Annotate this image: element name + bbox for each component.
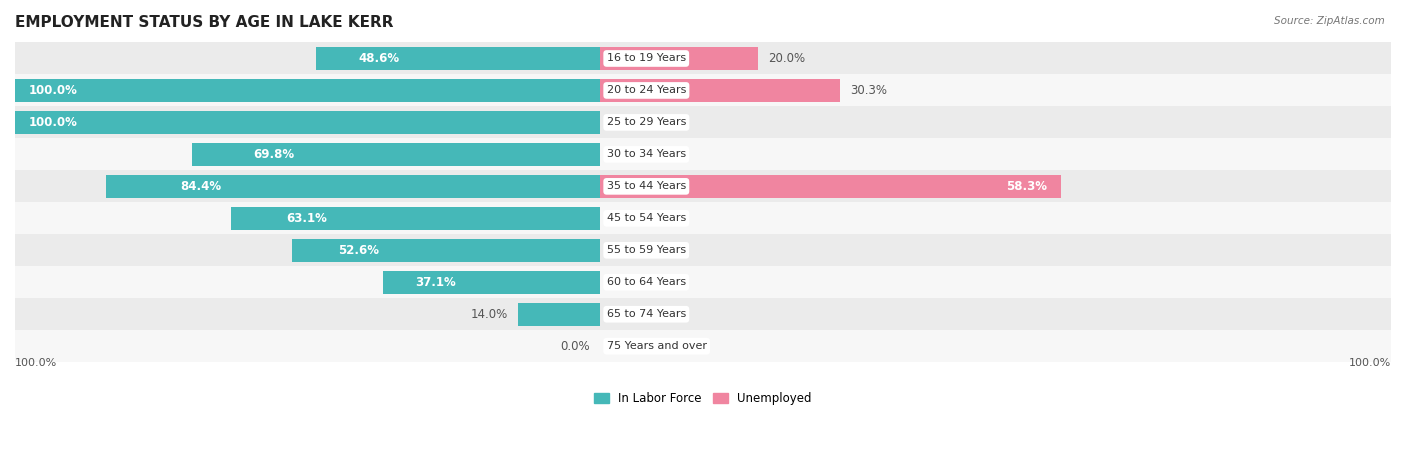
Bar [15,298,1391,330]
Bar [231,207,600,230]
Text: 0.0%: 0.0% [610,244,640,257]
Bar [191,143,600,166]
Bar [15,330,1391,362]
Text: 30.3%: 30.3% [849,84,887,97]
Bar [315,47,600,70]
Text: 20 to 24 Years: 20 to 24 Years [606,85,686,96]
Text: 58.3%: 58.3% [1007,180,1047,193]
Bar [292,239,600,262]
Text: 63.1%: 63.1% [287,212,328,225]
Bar [600,47,758,70]
Text: 37.1%: 37.1% [415,276,456,289]
Text: Source: ZipAtlas.com: Source: ZipAtlas.com [1274,16,1385,26]
Bar [107,175,600,198]
Text: 20.0%: 20.0% [768,52,806,65]
Text: 0.0%: 0.0% [560,340,589,353]
Bar [15,79,600,102]
Legend: In Labor Force, Unemployed: In Labor Force, Unemployed [589,387,817,410]
Bar [15,111,600,134]
Bar [15,106,1391,138]
Bar [600,175,1062,198]
Bar [517,303,600,326]
Bar [15,235,1391,266]
Text: 84.4%: 84.4% [180,180,221,193]
Text: 30 to 34 Years: 30 to 34 Years [606,149,686,159]
Text: 0.0%: 0.0% [610,276,640,289]
Bar [600,79,839,102]
Text: 60 to 64 Years: 60 to 64 Years [606,277,686,287]
Text: 45 to 54 Years: 45 to 54 Years [606,213,686,223]
Text: 0.0%: 0.0% [610,308,640,321]
Text: 25 to 29 Years: 25 to 29 Years [606,117,686,128]
Text: 65 to 74 Years: 65 to 74 Years [606,309,686,319]
Bar [382,271,600,294]
Text: 100.0%: 100.0% [15,358,58,368]
Text: 0.0%: 0.0% [610,148,640,161]
Bar [15,74,1391,106]
Text: 14.0%: 14.0% [471,308,508,321]
Text: 48.6%: 48.6% [359,52,399,65]
Text: 0.0%: 0.0% [610,212,640,225]
Bar [15,170,1391,202]
Text: 100.0%: 100.0% [1348,358,1391,368]
Text: 100.0%: 100.0% [28,84,77,97]
Text: 52.6%: 52.6% [339,244,380,257]
Text: 55 to 59 Years: 55 to 59 Years [606,245,686,255]
Text: 0.0%: 0.0% [610,340,640,353]
Text: 0.0%: 0.0% [610,116,640,129]
Text: 75 Years and over: 75 Years and over [606,341,707,351]
Text: 69.8%: 69.8% [253,148,294,161]
Text: 35 to 44 Years: 35 to 44 Years [606,181,686,191]
Text: 100.0%: 100.0% [28,116,77,129]
Text: 16 to 19 Years: 16 to 19 Years [606,54,686,64]
Bar [15,42,1391,74]
Bar [15,202,1391,235]
Bar [15,138,1391,170]
Text: EMPLOYMENT STATUS BY AGE IN LAKE KERR: EMPLOYMENT STATUS BY AGE IN LAKE KERR [15,15,394,30]
Bar [15,266,1391,298]
